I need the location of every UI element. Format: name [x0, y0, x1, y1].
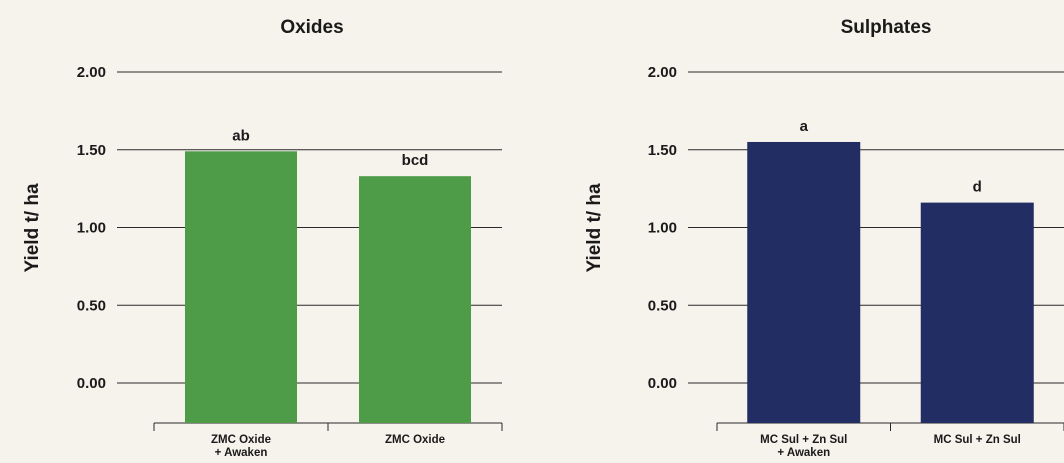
bar [747, 141, 861, 423]
y-tick-label: 1.50 [648, 142, 677, 159]
chart-title: Sulphates [841, 17, 932, 38]
chart-title: Oxides [280, 17, 343, 38]
bar [920, 202, 1034, 423]
bar-data-label: bcd [402, 152, 429, 169]
y-tick-label: 2.00 [648, 64, 677, 81]
y-tick-label: 0.50 [648, 297, 677, 314]
y-tick-label: 0.50 [77, 297, 106, 314]
y-tick-label: 1.00 [77, 220, 106, 237]
bar [359, 176, 471, 423]
y-tick-label: 0.00 [648, 375, 677, 392]
y-tick-label: 1.50 [77, 142, 106, 159]
bar [185, 151, 297, 423]
y-axis-label: Yield t/ ha [22, 183, 43, 272]
x-category-label: + Awaken [777, 447, 830, 459]
y-tick-label: 2.00 [77, 64, 106, 81]
y-tick-label: 1.00 [648, 220, 677, 237]
bar-data-label: ab [232, 127, 250, 144]
x-category-label: + Awaken [215, 447, 268, 459]
bar-data-label: d [973, 179, 982, 196]
x-category-label: MC Sul + Zn Sul [934, 434, 1021, 446]
x-category-label: ZMC Oxide [211, 434, 271, 446]
y-axis-label: Yield t/ ha [584, 183, 605, 272]
y-tick-label: 0.00 [77, 375, 106, 392]
x-category-label: ZMC Oxide [385, 434, 445, 446]
bar-data-label: a [800, 118, 809, 135]
x-category-label: MC Sul + Zn Sul [760, 434, 847, 446]
